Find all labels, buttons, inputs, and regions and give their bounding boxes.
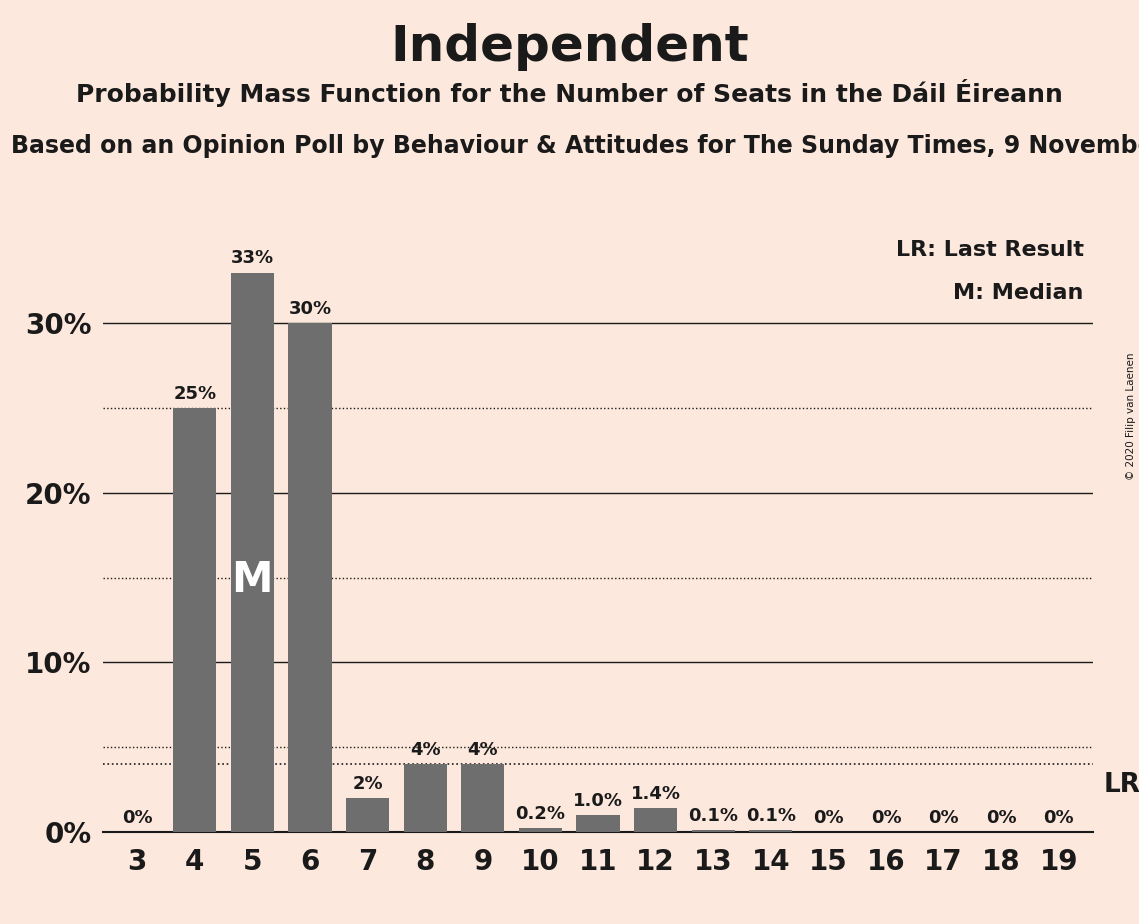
Text: M: Median: M: Median bbox=[953, 283, 1083, 303]
Text: 0%: 0% bbox=[813, 808, 844, 827]
Bar bbox=[634, 808, 678, 832]
Bar bbox=[403, 764, 446, 832]
Bar bbox=[173, 408, 216, 832]
Text: 33%: 33% bbox=[231, 249, 273, 268]
Text: 0%: 0% bbox=[928, 808, 959, 827]
Text: 0%: 0% bbox=[122, 808, 153, 827]
Bar bbox=[576, 815, 620, 832]
Text: Independent: Independent bbox=[391, 23, 748, 71]
Text: 4%: 4% bbox=[410, 741, 441, 759]
Bar bbox=[231, 273, 273, 832]
Bar bbox=[691, 830, 735, 832]
Bar bbox=[461, 764, 505, 832]
Bar bbox=[749, 830, 793, 832]
Text: 1.0%: 1.0% bbox=[573, 792, 623, 809]
Text: 4%: 4% bbox=[467, 741, 498, 759]
Text: 0%: 0% bbox=[870, 808, 901, 827]
Text: 2%: 2% bbox=[352, 774, 383, 793]
Text: LR: Last Result: LR: Last Result bbox=[895, 240, 1083, 260]
Text: 0%: 0% bbox=[986, 808, 1017, 827]
Bar bbox=[288, 323, 331, 832]
Bar bbox=[346, 797, 390, 832]
Text: 0.1%: 0.1% bbox=[688, 807, 738, 825]
Text: Based on an Opinion Poll by Behaviour & Attitudes for The Sunday Times, 9 Novemb: Based on an Opinion Poll by Behaviour & … bbox=[11, 134, 1139, 158]
Text: 0%: 0% bbox=[1043, 808, 1074, 827]
Text: © 2020 Filip van Laenen: © 2020 Filip van Laenen bbox=[1126, 352, 1136, 480]
Text: 30%: 30% bbox=[288, 300, 331, 318]
Text: 0.1%: 0.1% bbox=[746, 807, 796, 825]
Text: LR: LR bbox=[1104, 772, 1139, 798]
Text: 0.2%: 0.2% bbox=[515, 805, 565, 823]
Text: Probability Mass Function for the Number of Seats in the Dáil Éireann: Probability Mass Function for the Number… bbox=[76, 79, 1063, 106]
Bar bbox=[518, 828, 562, 832]
Text: M: M bbox=[231, 559, 273, 601]
Text: 25%: 25% bbox=[173, 385, 216, 403]
Text: 1.4%: 1.4% bbox=[631, 784, 681, 803]
